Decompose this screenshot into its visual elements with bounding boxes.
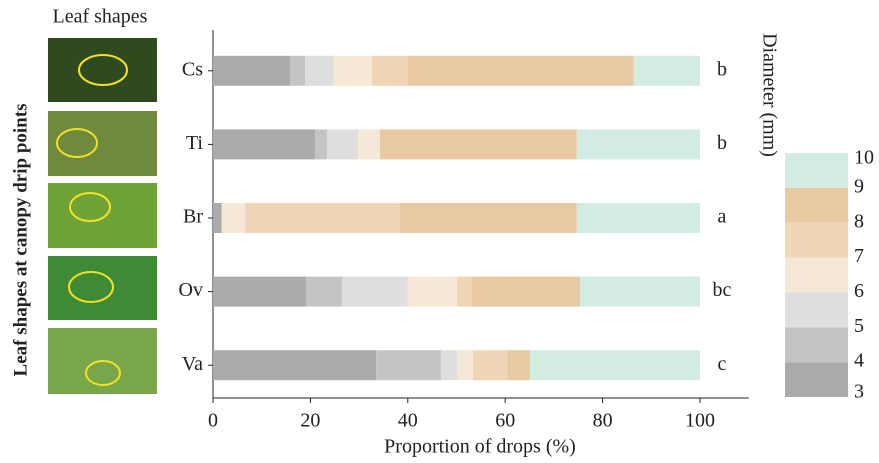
annotation: b: [717, 58, 727, 80]
legend-swatch: [785, 187, 848, 223]
bar-segment: [213, 129, 316, 160]
legend-swatch: [785, 292, 848, 328]
bar-segment: [333, 55, 372, 86]
bar-segment: [472, 276, 581, 307]
photo-marker: [56, 128, 98, 158]
x-tick-label: 80: [593, 410, 613, 432]
bar-segment: [221, 203, 246, 233]
annotation: a: [718, 206, 727, 228]
bar-segment: [633, 55, 700, 86]
x-tick-label: 0: [208, 410, 218, 432]
photos: [48, 38, 157, 394]
legend-label: 4: [854, 350, 864, 372]
legend-label: 10: [854, 147, 874, 169]
annotation: bc: [713, 279, 732, 301]
bar-segment: [306, 276, 343, 307]
bar-segment: [440, 350, 457, 381]
y-tick-label: Va: [182, 353, 203, 375]
annotation: c: [718, 353, 727, 375]
bar-segment: [407, 276, 457, 307]
photo-marker: [78, 54, 128, 86]
bar-segment: [580, 276, 700, 307]
bar-segment: [213, 350, 377, 381]
legend-swatch: [785, 327, 848, 363]
x-tick-label: 100: [685, 410, 715, 432]
y-tick-label: Ov: [179, 279, 203, 301]
legend-swatch: [785, 362, 848, 397]
x-tick-label: 20: [300, 410, 320, 432]
bar-segment: [456, 350, 474, 381]
bar-segment: [530, 350, 700, 381]
legend-swatch: [785, 153, 848, 188]
bar-segment: [507, 350, 531, 381]
y-tick-label: Ti: [186, 132, 204, 154]
legend-title: Diameter (mm): [758, 33, 780, 157]
bar-segment: [407, 55, 634, 86]
bar-segment: [245, 203, 401, 233]
bar-segment: [371, 55, 408, 86]
bar-segment: [213, 55, 290, 86]
photo: [48, 111, 157, 176]
legend-label: 7: [854, 245, 864, 267]
legend-swatch: [785, 222, 848, 258]
bar-segment: [342, 276, 408, 307]
bar-segment: [289, 55, 306, 86]
x-tick-label: 60: [495, 410, 515, 432]
photo-marker: [68, 271, 114, 303]
bar-segment: [473, 350, 508, 381]
bar-segment: [456, 276, 473, 307]
photo: [48, 256, 157, 320]
legend-label: 6: [854, 280, 864, 302]
x-tick-label: 40: [398, 410, 418, 432]
bar-segment: [305, 55, 334, 86]
bar-segment: [380, 129, 577, 160]
legend-swatch: [785, 257, 848, 293]
photo: [48, 183, 157, 248]
bar-segment: [213, 203, 222, 233]
legend-label: 8: [854, 210, 864, 232]
photo: [48, 38, 157, 102]
legend-label: 5: [854, 315, 864, 337]
photo-marker: [85, 360, 121, 386]
annotation: b: [717, 132, 727, 154]
bar-segment: [576, 203, 700, 233]
side-label: Leaf shapes at canopy drip points: [10, 104, 31, 377]
y-tick-label: Cs: [182, 58, 203, 80]
bar-segment: [400, 203, 577, 233]
x-axis-label: Proportion of drops (%): [384, 436, 576, 458]
bar-segment: [358, 129, 381, 160]
bar-segment: [315, 129, 327, 160]
legend-label: 9: [854, 175, 864, 197]
panel-title: Leaf shapes: [53, 6, 148, 28]
photo-marker: [69, 192, 111, 222]
bar-segment: [213, 276, 307, 307]
bar-segment: [376, 350, 441, 381]
bar-segment: [326, 129, 359, 160]
y-tick-label: Br: [183, 206, 203, 228]
bar-segment: [576, 129, 700, 160]
legend-label: 3: [854, 381, 864, 403]
